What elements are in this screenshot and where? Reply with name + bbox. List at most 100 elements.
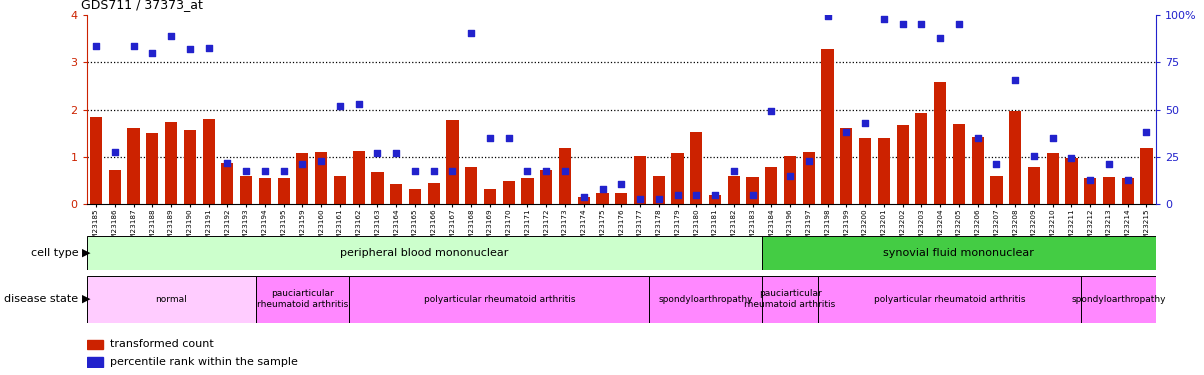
Bar	[146, 134, 159, 204]
Point	[931, 35, 950, 41]
Bar	[484, 189, 496, 204]
Bar	[255, 276, 349, 322]
Bar	[746, 177, 759, 204]
Bar	[427, 183, 439, 204]
Point	[143, 50, 163, 56]
Bar	[502, 181, 515, 204]
Bar	[1009, 111, 1021, 204]
Point	[218, 160, 237, 166]
Point	[406, 168, 425, 174]
Text: peripheral blood mononuclear: peripheral blood mononuclear	[340, 248, 508, 258]
Point	[911, 21, 931, 27]
Bar	[87, 276, 255, 322]
Bar	[1140, 148, 1152, 204]
Point	[893, 21, 913, 27]
Text: percentile rank within the sample: percentile rank within the sample	[110, 357, 299, 367]
Point	[818, 13, 837, 19]
Text: polyarticular rheumatoid arthritis: polyarticular rheumatoid arthritis	[424, 295, 576, 304]
Point	[181, 46, 200, 52]
Point	[631, 196, 650, 202]
Text: transformed count: transformed count	[110, 339, 214, 349]
Text: ▶: ▶	[82, 294, 90, 304]
Bar	[952, 124, 964, 204]
Bar	[709, 195, 721, 204]
Point	[555, 168, 574, 174]
Point	[799, 158, 819, 164]
Point	[592, 186, 612, 192]
Bar	[596, 192, 608, 204]
Point	[649, 196, 668, 202]
Bar	[87, 357, 102, 367]
Bar	[615, 192, 627, 204]
Text: pauciarticular
rheumatoid arthritis: pauciarticular rheumatoid arthritis	[744, 290, 836, 309]
Point	[968, 135, 987, 141]
Point	[293, 161, 312, 167]
Bar	[90, 117, 102, 204]
Bar	[727, 176, 740, 204]
Text: polyarticular rheumatoid arthritis: polyarticular rheumatoid arthritis	[874, 295, 1026, 304]
Point	[1080, 177, 1099, 183]
Bar	[108, 170, 120, 204]
Bar	[87, 340, 102, 349]
Bar	[578, 197, 590, 204]
Text: synovial fluid mononuclear: synovial fluid mononuclear	[884, 248, 1034, 258]
Bar	[762, 276, 819, 322]
Bar	[128, 128, 140, 204]
Point	[349, 101, 368, 107]
Bar	[1066, 158, 1078, 204]
Point	[236, 168, 255, 174]
Point	[386, 150, 406, 156]
Bar	[821, 49, 833, 204]
Point	[367, 150, 386, 156]
Bar	[465, 168, 477, 204]
Point	[574, 194, 594, 200]
Bar	[1103, 177, 1115, 204]
Bar	[762, 236, 1156, 270]
Bar	[858, 138, 872, 204]
Bar	[222, 163, 234, 204]
Text: spondyloarthropathy: spondyloarthropathy	[659, 295, 752, 304]
Bar	[184, 130, 196, 204]
Point	[424, 168, 443, 174]
Point	[275, 168, 294, 174]
Bar	[259, 178, 271, 204]
Point	[1005, 77, 1025, 83]
Point	[500, 135, 519, 141]
Point	[1099, 161, 1119, 167]
Point	[949, 21, 968, 27]
Bar	[1046, 153, 1058, 204]
Bar	[1122, 178, 1134, 204]
Bar	[819, 276, 1081, 322]
Point	[1119, 177, 1138, 183]
Bar	[87, 236, 762, 270]
Bar	[353, 152, 365, 204]
Point	[780, 173, 799, 179]
Bar	[653, 176, 665, 204]
Bar	[202, 119, 214, 204]
Bar	[1081, 276, 1156, 322]
Bar	[878, 138, 890, 204]
Bar	[315, 152, 327, 204]
Bar	[803, 152, 815, 204]
Bar	[521, 178, 533, 204]
Text: spondyloarthropathy: spondyloarthropathy	[1072, 295, 1165, 304]
Bar	[897, 125, 909, 204]
Bar	[649, 276, 762, 322]
Point	[1025, 153, 1044, 159]
Bar	[1084, 178, 1097, 204]
Point	[612, 182, 631, 188]
Bar	[409, 189, 421, 204]
Point	[312, 158, 331, 164]
Text: cell type: cell type	[31, 248, 82, 258]
Point	[443, 168, 462, 174]
Text: ▶: ▶	[82, 248, 90, 258]
Point	[124, 43, 143, 49]
Point	[762, 108, 781, 114]
Point	[987, 161, 1007, 167]
Bar	[1028, 168, 1040, 204]
Bar	[934, 82, 946, 204]
Point	[856, 120, 875, 126]
Bar	[371, 172, 384, 204]
Point	[537, 168, 556, 174]
Point	[330, 103, 349, 109]
